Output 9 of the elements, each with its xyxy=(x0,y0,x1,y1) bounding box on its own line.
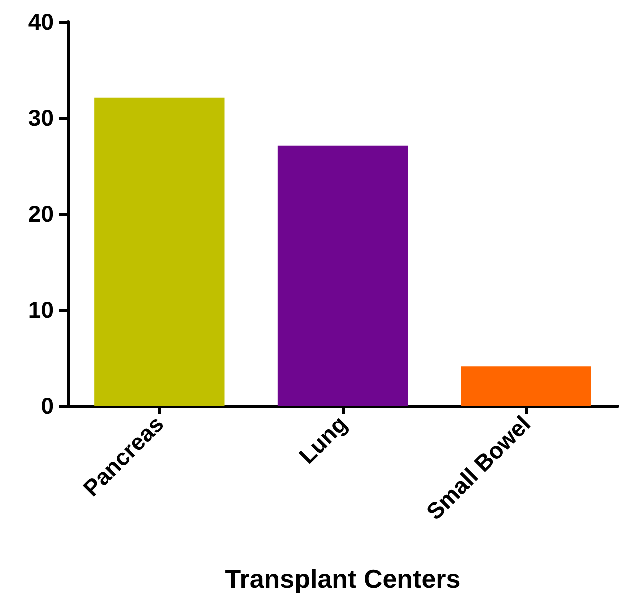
bar xyxy=(94,98,225,406)
x-axis-title: Transplant Centers xyxy=(225,564,461,594)
y-tick-label: 40 xyxy=(28,9,54,35)
bar xyxy=(278,146,408,406)
y-tick-label: 30 xyxy=(28,105,54,131)
y-tick-label: 10 xyxy=(28,297,54,323)
y-tick-label: 0 xyxy=(41,393,54,419)
y-tick-label: 20 xyxy=(28,201,54,227)
bar xyxy=(461,366,592,406)
